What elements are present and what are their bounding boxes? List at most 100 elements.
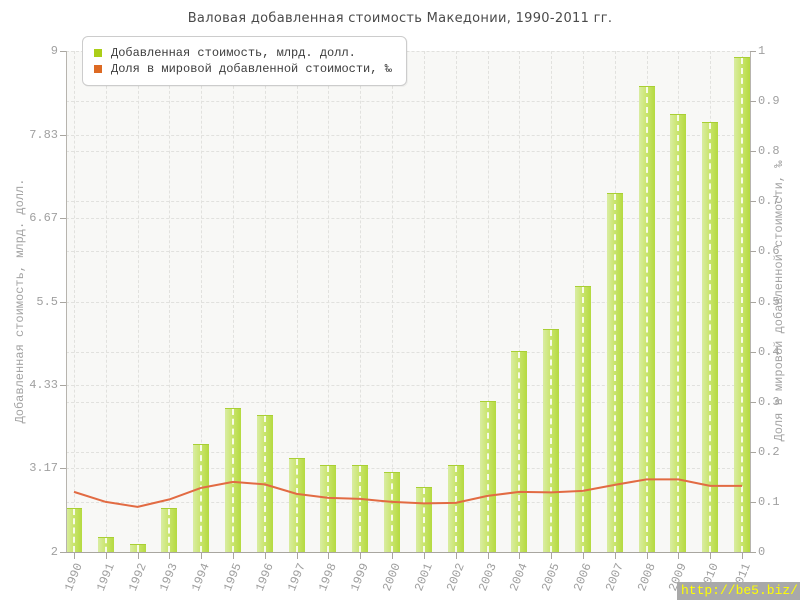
x-axis-year-label: 1999	[348, 561, 373, 594]
x-axis-tick	[487, 553, 489, 559]
x-axis-year-label: 2006	[570, 561, 595, 594]
x-axis-year-label: 1991	[93, 561, 118, 594]
bar-1991[interactable]	[97, 536, 114, 552]
bar-center-dash	[709, 122, 712, 552]
y-axis-left-tick-label: 5.5	[36, 294, 58, 309]
bar-2000[interactable]	[384, 472, 401, 552]
y-axis-left-tick-label: 9	[50, 44, 58, 58]
bar-center-dash	[232, 408, 235, 552]
bar-1994[interactable]	[193, 443, 210, 552]
bar-1995[interactable]	[225, 407, 242, 552]
bar-center-dash	[168, 509, 171, 552]
y-axis-right-tick-label: 0.8	[758, 144, 780, 159]
legend: Добавленная стоимость, млрд. долл. Доля …	[82, 36, 407, 86]
y-axis-right-tick-label: 0.1	[758, 494, 780, 509]
right-axis-title: Доля в мировой добавленной стоимости, ‰	[772, 160, 786, 442]
x-axis-tick	[710, 553, 712, 559]
bar-2011[interactable]	[734, 57, 750, 552]
y-axis-left-tick-label: 3.17	[29, 461, 58, 476]
y-axis-right-tick	[750, 151, 756, 153]
bar-2007[interactable]	[606, 193, 623, 552]
bar-1998[interactable]	[320, 465, 337, 552]
bar-1999[interactable]	[352, 465, 369, 552]
x-axis-tick	[105, 553, 107, 559]
left-axis-title: Добавленная стоимость, млрд. долл.	[13, 178, 27, 424]
bar-1993[interactable]	[161, 508, 178, 552]
bar-center-dash	[136, 544, 139, 552]
x-axis-tick	[646, 553, 648, 559]
bar-2002[interactable]	[447, 465, 464, 552]
x-axis-tick	[201, 553, 203, 559]
x-axis-tick	[614, 553, 616, 559]
x-axis-tick	[264, 553, 266, 559]
world-share-line[interactable]	[66, 51, 750, 552]
gridline-h	[66, 151, 750, 153]
y-axis-right-tick-label: 0.6	[758, 244, 780, 259]
world-share-swatch-icon	[94, 65, 102, 73]
y-axis-right-tick	[750, 101, 756, 103]
y-axis-left-tick	[60, 468, 66, 470]
y-axis-left-tick-label: 2	[50, 545, 58, 559]
gridline-v	[169, 51, 171, 552]
x-axis-year-label: 2000	[380, 561, 404, 594]
watermark-link[interactable]: http://be5.biz/	[676, 582, 800, 600]
x-axis-tick	[423, 553, 425, 559]
gridline-v	[233, 51, 235, 552]
bar-2008[interactable]	[638, 85, 655, 552]
gridline-v	[74, 51, 75, 552]
y-axis-right-tick	[750, 351, 756, 353]
bar-2005[interactable]	[543, 329, 560, 552]
bar-center-dash	[327, 466, 330, 552]
gridline-v	[201, 51, 203, 552]
y-axis-right-tick-label: 0.7	[758, 194, 780, 209]
y-axis-right-tick-label: 0.5	[758, 294, 780, 309]
gridline-h	[66, 217, 750, 219]
gridline-v	[328, 51, 330, 552]
bar-center-dash	[454, 466, 457, 552]
bar-1992[interactable]	[129, 543, 146, 552]
gridline-v	[519, 51, 521, 552]
y-axis-left-tick-label: 6.67	[29, 210, 58, 225]
bar-2010[interactable]	[702, 121, 719, 552]
y-axis-left-tick	[60, 301, 66, 303]
y-axis-right-tick	[750, 251, 756, 253]
bar-center-dash	[391, 473, 394, 552]
y-axis-right-tick	[750, 51, 756, 52]
bar-1997[interactable]	[288, 457, 305, 552]
x-axis-year-label: 2003	[475, 561, 500, 594]
gridline-v	[423, 51, 425, 552]
legend-item-world-share[interactable]: Доля в мировой добавленной стоимости, ‰	[94, 62, 392, 76]
x-axis-year-label: 1990	[61, 561, 86, 594]
y-axis-right-tick	[750, 501, 756, 503]
y-axis-right-tick	[750, 552, 756, 553]
bar-center-dash	[486, 401, 489, 552]
x-axis-year-label: 2001	[411, 561, 436, 594]
x-axis-tick	[296, 553, 298, 559]
gridline-h	[66, 351, 750, 353]
legend-item-value-added[interactable]: Добавленная стоимость, млрд. долл.	[94, 46, 392, 60]
x-axis-tick	[74, 553, 75, 559]
x-axis-year-label: 1995	[221, 561, 245, 594]
legend-item-label: Добавленная стоимость, млрд. долл.	[111, 46, 356, 60]
gridline-h	[66, 301, 750, 303]
bar-2004[interactable]	[511, 350, 528, 552]
x-axis-year-label: 1997	[284, 561, 309, 594]
gridline-h	[66, 201, 750, 203]
bar-2003[interactable]	[479, 400, 496, 552]
bar-center-dash	[645, 86, 648, 552]
y-axis-right-tick-label: 0	[758, 545, 766, 559]
bar-2006[interactable]	[574, 286, 591, 552]
bar-center-dash	[200, 444, 203, 552]
gridline-v	[487, 51, 489, 552]
bar-2009[interactable]	[670, 114, 687, 552]
bar-center-dash	[295, 458, 298, 552]
x-axis-year-label: 2005	[539, 561, 563, 594]
gridline-h	[66, 401, 750, 403]
y-axis-left-tick	[60, 385, 66, 387]
gridline-v	[360, 51, 362, 552]
bar-1990[interactable]	[66, 508, 82, 552]
x-axis-tick	[455, 553, 457, 559]
gridline-h	[66, 468, 750, 470]
gridline-h	[66, 101, 750, 103]
